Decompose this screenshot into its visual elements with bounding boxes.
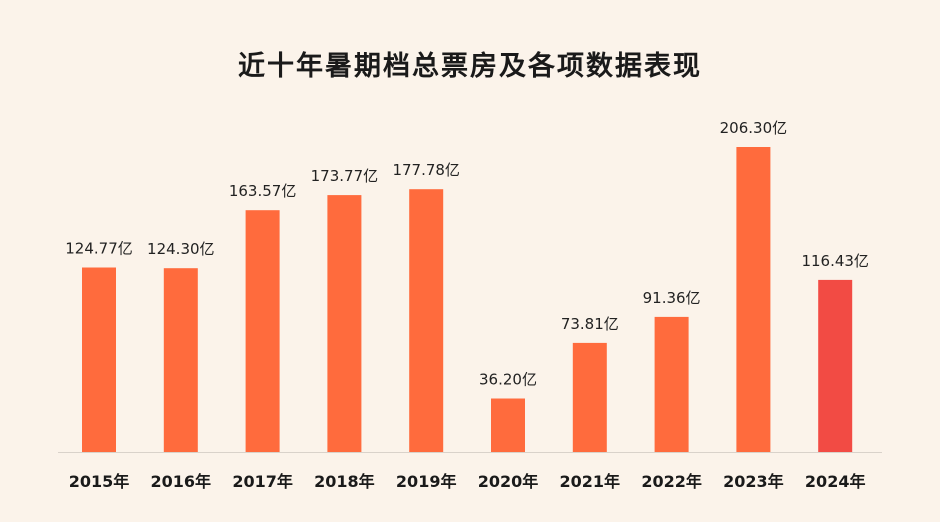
bar-2021年 bbox=[572, 342, 607, 452]
x-tick-label-2024年: 2024年 bbox=[805, 472, 866, 491]
value-label-2023年: 206.30亿 bbox=[720, 119, 788, 137]
bar-2024年 bbox=[818, 279, 853, 452]
x-tick-label-2018年: 2018年 bbox=[314, 472, 375, 491]
bar-2015年 bbox=[82, 267, 116, 452]
x-tick-label-2020年: 2020年 bbox=[478, 472, 539, 491]
x-tick-label-2022年: 2022年 bbox=[641, 472, 702, 491]
chart-title: 近十年暑期档总票房及各项数据表现 bbox=[238, 51, 702, 82]
value-label-2020年: 36.20亿 bbox=[479, 371, 537, 389]
value-label-2017年: 163.57亿 bbox=[229, 182, 297, 200]
bar-2023年 bbox=[736, 147, 771, 452]
value-label-2016年: 124.30亿 bbox=[147, 240, 215, 258]
x-tick-label-2019年: 2019年 bbox=[396, 472, 457, 491]
x-tick-labels-layer: 2015年 2016年 2017年 2018年 2019年 2020年 2021年 2022年… bbox=[69, 472, 866, 491]
value-label-2022年: 91.36亿 bbox=[643, 289, 701, 307]
value-label-2015年: 124.77亿 bbox=[65, 240, 133, 258]
x-tick-label-2017年: 2017年 bbox=[232, 472, 293, 491]
value-labels-layer: 124.77亿 124.30亿 163.57亿 173.77亿 177.78亿 36.20… bbox=[65, 119, 869, 389]
value-label-2018年: 173.77亿 bbox=[311, 167, 379, 185]
bar-2017年 bbox=[245, 210, 280, 452]
x-tick-label-2016年: 2016年 bbox=[151, 472, 212, 491]
bars-layer bbox=[82, 147, 853, 452]
bar-2018年 bbox=[327, 195, 362, 452]
x-tick-label-2015年: 2015年 bbox=[69, 472, 130, 491]
x-tick-label-2023年: 2023年 bbox=[723, 472, 784, 491]
x-tick-label-2021年: 2021年 bbox=[560, 472, 621, 491]
bar-2019年 bbox=[409, 189, 444, 452]
bar-2020年 bbox=[491, 398, 525, 452]
bar-2022年 bbox=[654, 316, 689, 452]
value-label-2021年: 73.81亿 bbox=[561, 315, 619, 333]
bar-2016年 bbox=[163, 268, 198, 452]
value-label-2024年: 116.43亿 bbox=[801, 252, 869, 270]
value-label-2019年: 177.78亿 bbox=[392, 161, 460, 179]
